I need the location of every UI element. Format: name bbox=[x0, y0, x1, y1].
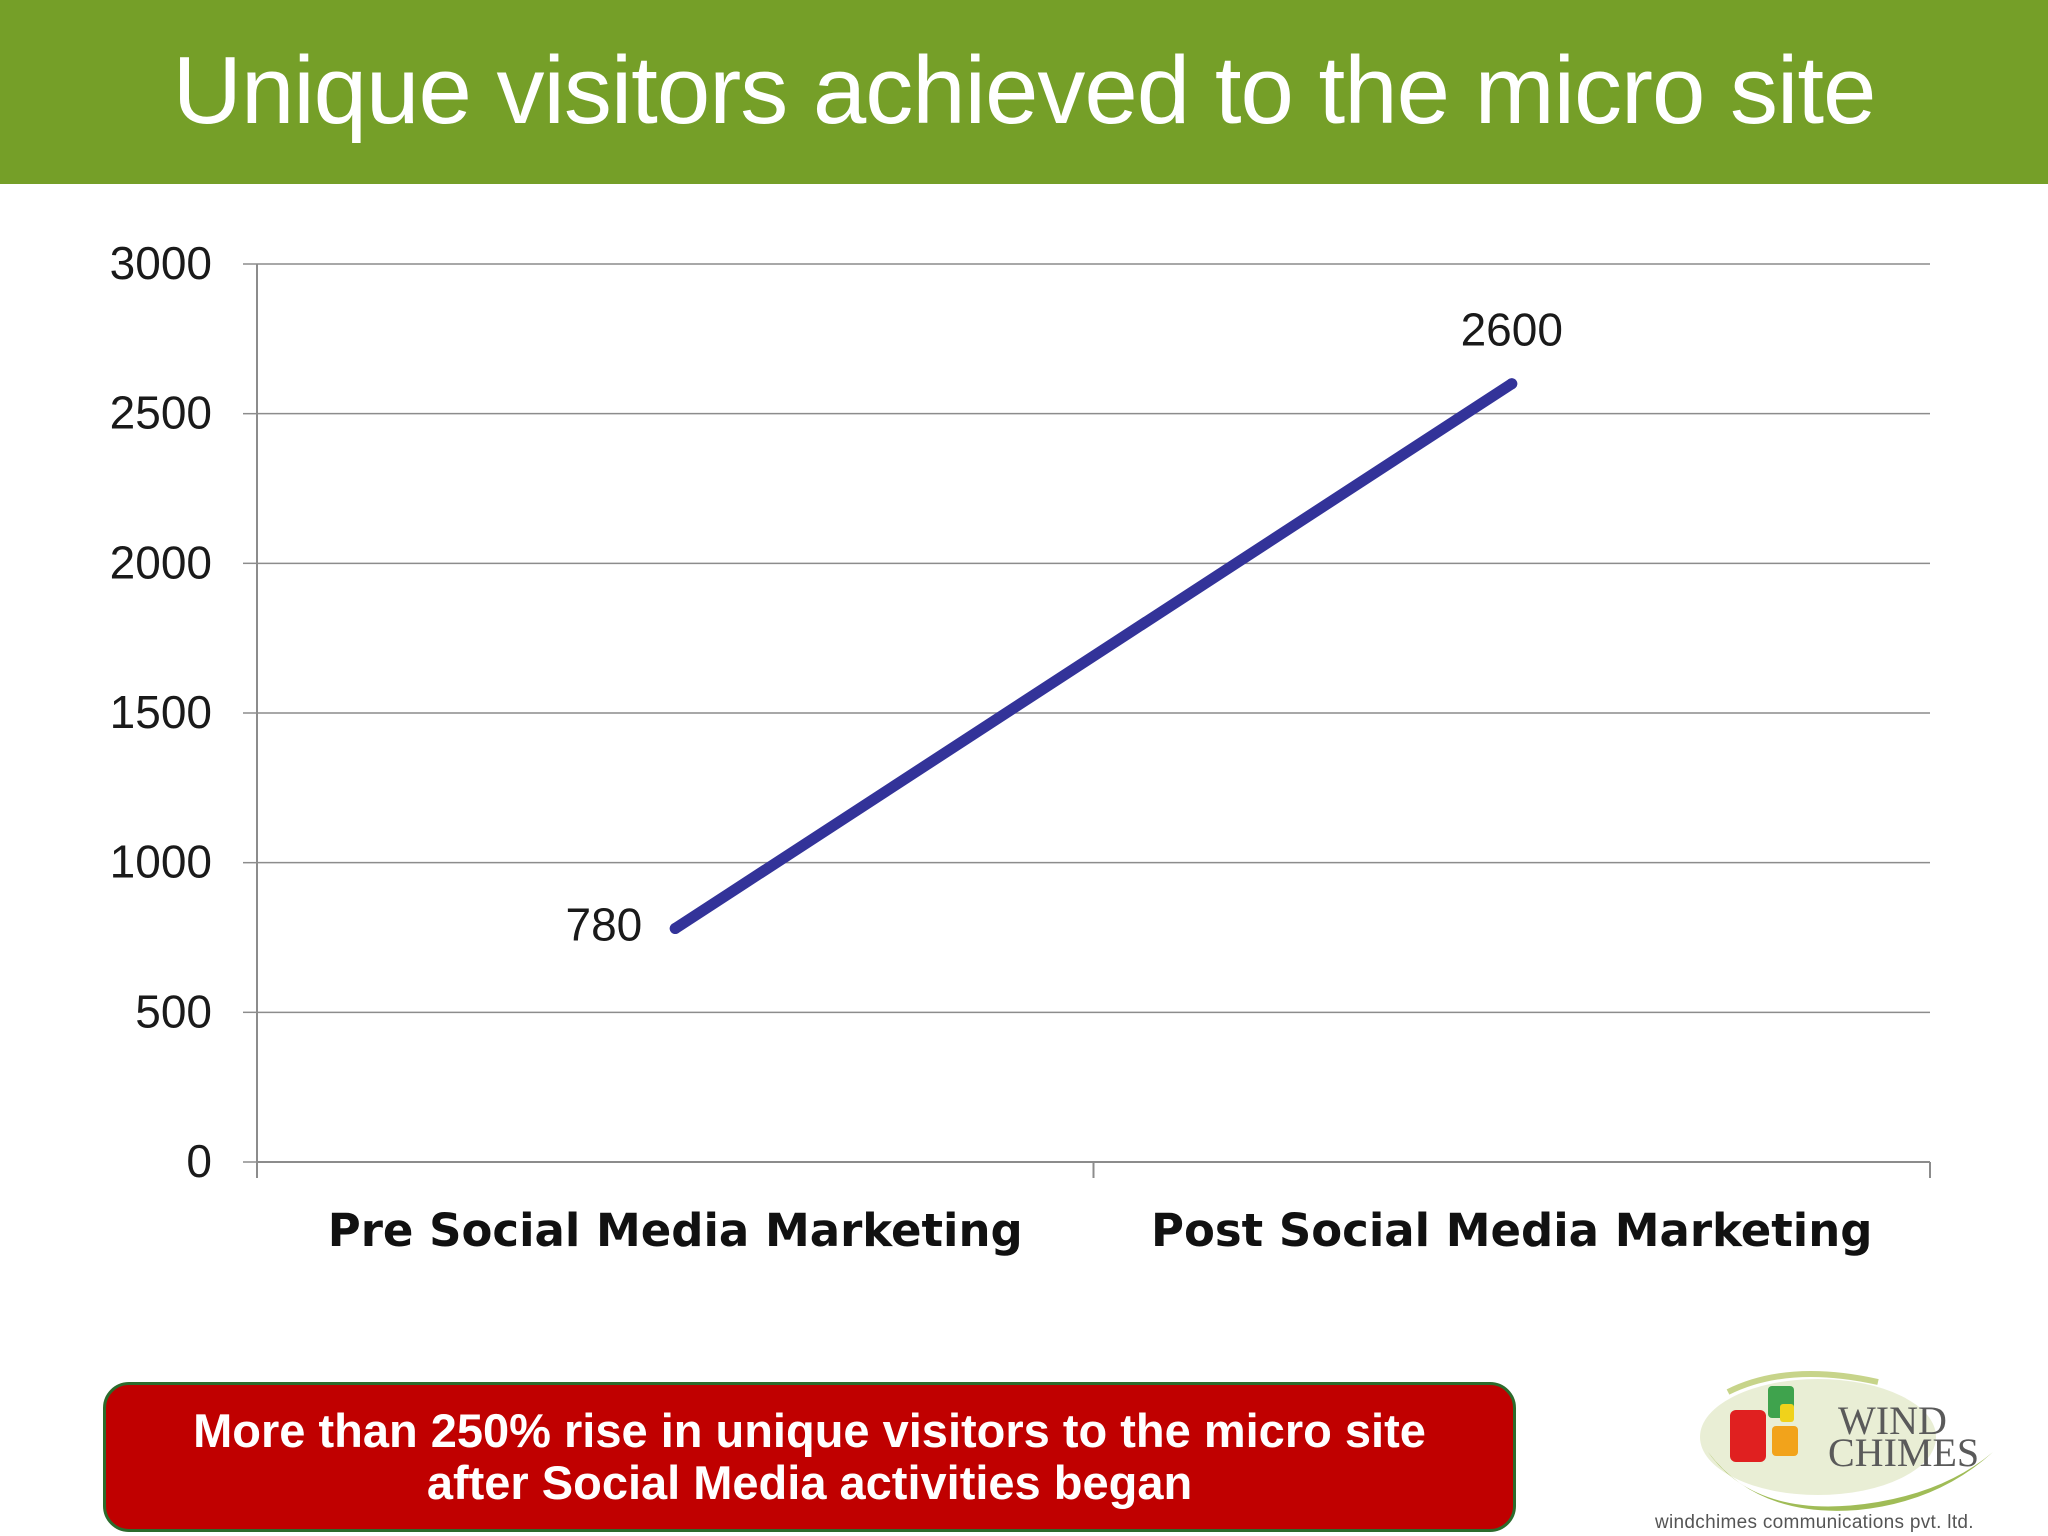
y-tick-label: 500 bbox=[135, 985, 212, 1037]
data-point bbox=[1506, 378, 1518, 390]
data-label: 780 bbox=[566, 899, 643, 951]
series-line bbox=[669, 378, 1518, 935]
y-tick-label: 1500 bbox=[110, 686, 212, 738]
x-category-label: Post Social Media Marketing bbox=[1151, 1204, 1872, 1257]
y-tick-label: 2000 bbox=[110, 536, 212, 588]
y-tick-label: 2500 bbox=[110, 387, 212, 439]
data-label: 2600 bbox=[1461, 304, 1563, 356]
summary-callout: More than 250% rise in unique visitors t… bbox=[103, 1382, 1516, 1532]
logo-word-wind: WIND bbox=[1838, 1398, 1947, 1443]
slide-title: Unique visitors achieved to the micro si… bbox=[172, 37, 1877, 144]
callout-text: More than 250% rise in unique visitors t… bbox=[120, 1405, 1500, 1509]
callout-line-2: after Social Media activities began bbox=[426, 1456, 1193, 1509]
y-tick-label: 3000 bbox=[110, 237, 212, 289]
logo-wordmark: WIND CHIMES bbox=[1828, 1398, 1979, 1475]
x-category-label: Pre Social Media Marketing bbox=[328, 1204, 1023, 1257]
callout-line-1: More than 250% rise in unique visitors t… bbox=[193, 1404, 1426, 1457]
title-bar: Unique visitors achieved to the micro si… bbox=[0, 0, 2048, 184]
line-chart: 0 500 1000 1500 2000 2500 3000 Pre Social Media… bbox=[0, 184, 2048, 1344]
logo-word-chimes: CHIMES bbox=[1828, 1430, 1979, 1475]
data-point bbox=[669, 923, 681, 935]
y-tick-label: 1000 bbox=[110, 836, 212, 888]
windchimes-logo bbox=[1700, 1371, 1993, 1511]
y-tick-label: 0 bbox=[186, 1135, 212, 1187]
logo-caption: windchimes communications pvt. ltd. bbox=[1655, 1512, 1974, 1533]
chart-canvas: 0 500 1000 1500 2000 2500 3000 Pre Social Media… bbox=[110, 237, 1931, 1257]
